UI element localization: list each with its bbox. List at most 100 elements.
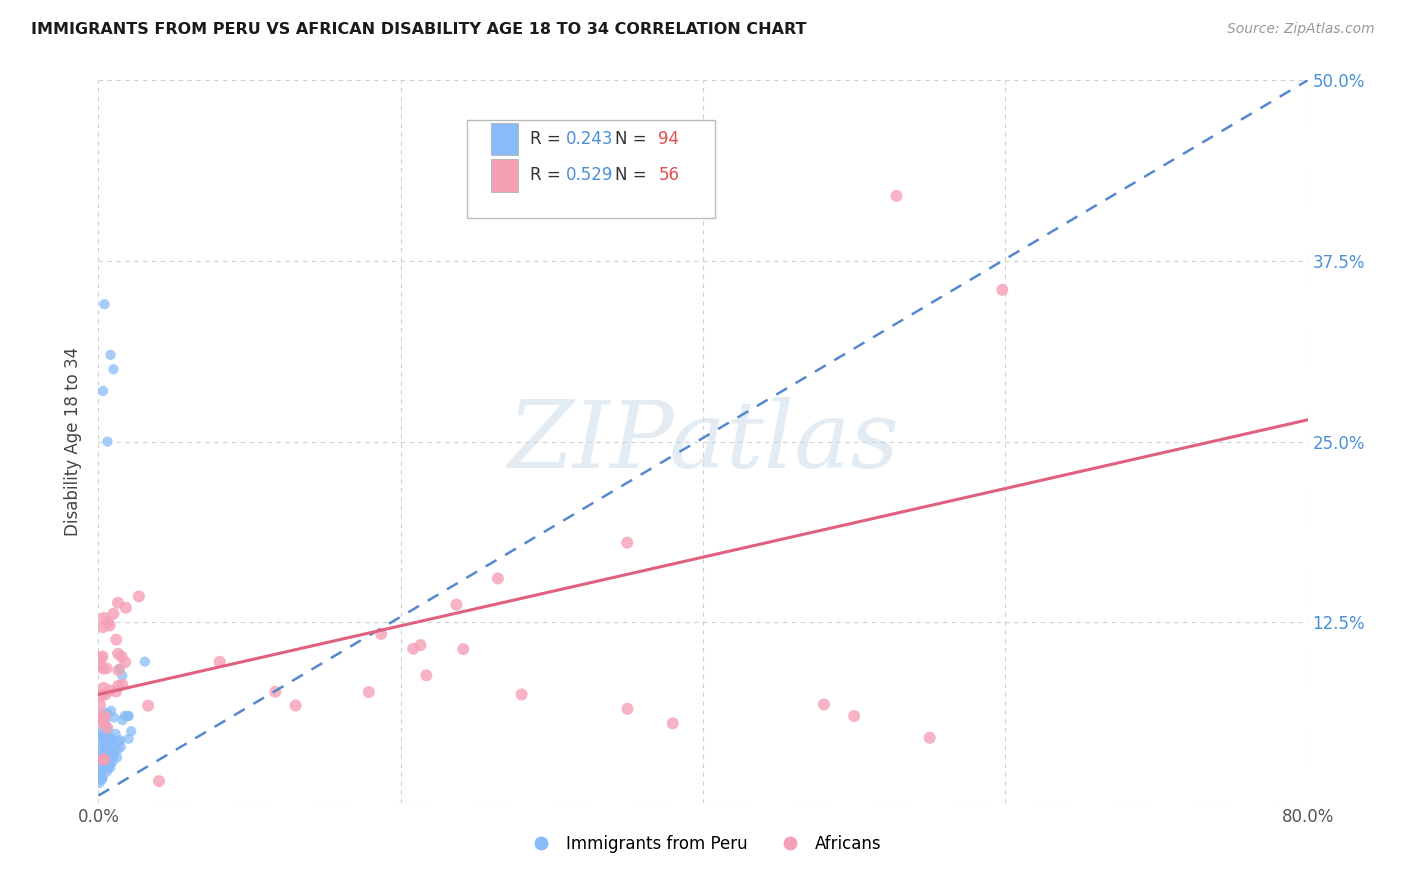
Point bbox=[105, 684, 128, 698]
Text: Source: ZipAtlas.com: Source: ZipAtlas.com bbox=[1227, 22, 1375, 37]
Point bbox=[100, 704, 122, 718]
Point bbox=[108, 662, 131, 676]
Point bbox=[101, 750, 124, 764]
Point bbox=[90, 752, 112, 766]
Point bbox=[117, 709, 139, 723]
Point bbox=[101, 749, 124, 764]
Point bbox=[415, 668, 437, 682]
Point bbox=[91, 771, 114, 785]
Point bbox=[93, 747, 115, 762]
Point bbox=[90, 750, 112, 764]
Point bbox=[89, 757, 111, 772]
Point bbox=[136, 698, 159, 713]
Point bbox=[486, 571, 509, 585]
Point bbox=[115, 600, 138, 615]
Point bbox=[91, 384, 114, 398]
Point bbox=[96, 757, 118, 772]
Point bbox=[97, 733, 120, 747]
Point bbox=[89, 758, 111, 772]
Point bbox=[402, 641, 425, 656]
Point bbox=[93, 681, 115, 695]
Point bbox=[91, 714, 114, 729]
Point bbox=[108, 734, 131, 748]
FancyBboxPatch shape bbox=[492, 123, 517, 155]
Point bbox=[97, 707, 120, 722]
Point bbox=[90, 728, 112, 742]
Point bbox=[96, 764, 118, 779]
Point bbox=[94, 758, 117, 772]
Point bbox=[93, 748, 115, 763]
Point bbox=[98, 743, 121, 757]
Point bbox=[90, 725, 112, 739]
Point bbox=[89, 658, 111, 673]
Point bbox=[90, 763, 112, 777]
Point bbox=[90, 764, 112, 778]
Point bbox=[111, 678, 134, 692]
Point bbox=[107, 679, 129, 693]
Point bbox=[98, 751, 121, 765]
Point bbox=[409, 638, 432, 652]
Point bbox=[91, 752, 114, 766]
Point bbox=[91, 662, 114, 676]
Point bbox=[91, 730, 114, 744]
Point bbox=[451, 642, 474, 657]
Point bbox=[111, 713, 134, 727]
Point bbox=[120, 724, 142, 739]
Point bbox=[97, 757, 120, 772]
Point bbox=[91, 762, 114, 776]
Point bbox=[93, 741, 115, 756]
Point bbox=[96, 721, 118, 735]
Text: R =: R = bbox=[530, 129, 567, 147]
Y-axis label: Disability Age 18 to 34: Disability Age 18 to 34 bbox=[65, 347, 83, 536]
Point bbox=[96, 434, 118, 449]
Point bbox=[886, 189, 908, 203]
Point bbox=[89, 730, 111, 744]
Point bbox=[89, 761, 111, 775]
Point bbox=[97, 723, 120, 737]
Text: 56: 56 bbox=[658, 166, 679, 184]
Point bbox=[148, 774, 170, 789]
Point bbox=[370, 627, 392, 641]
Point bbox=[103, 607, 125, 621]
Point bbox=[89, 743, 111, 757]
Point bbox=[357, 685, 380, 699]
Point bbox=[93, 752, 115, 766]
Text: N =: N = bbox=[614, 166, 651, 184]
Point bbox=[100, 348, 122, 362]
Text: 0.529: 0.529 bbox=[567, 166, 614, 184]
Point bbox=[101, 733, 124, 747]
Point bbox=[96, 661, 118, 675]
Point bbox=[93, 706, 115, 720]
Point bbox=[98, 735, 121, 749]
Point bbox=[208, 655, 231, 669]
Point bbox=[97, 760, 120, 774]
Point bbox=[98, 752, 121, 766]
Point bbox=[107, 663, 129, 677]
FancyBboxPatch shape bbox=[467, 120, 716, 218]
FancyBboxPatch shape bbox=[492, 160, 517, 192]
Point bbox=[91, 772, 114, 787]
Point bbox=[105, 750, 128, 764]
Point bbox=[97, 615, 120, 630]
Point bbox=[97, 730, 120, 744]
Point bbox=[110, 733, 132, 747]
Point bbox=[103, 746, 125, 760]
Text: R =: R = bbox=[530, 166, 567, 184]
Point bbox=[91, 758, 114, 772]
Point bbox=[91, 620, 114, 634]
Point bbox=[110, 739, 132, 754]
Point bbox=[100, 749, 122, 764]
Point bbox=[94, 709, 117, 723]
Text: N =: N = bbox=[614, 129, 651, 147]
Point bbox=[89, 748, 111, 763]
Point bbox=[94, 748, 117, 763]
Point bbox=[98, 735, 121, 749]
Text: IMMIGRANTS FROM PERU VS AFRICAN DISABILITY AGE 18 TO 34 CORRELATION CHART: IMMIGRANTS FROM PERU VS AFRICAN DISABILI… bbox=[31, 22, 807, 37]
Point bbox=[103, 362, 125, 376]
Point bbox=[918, 731, 941, 745]
Point bbox=[93, 731, 115, 746]
Point bbox=[264, 685, 287, 699]
Point bbox=[93, 716, 115, 731]
Point bbox=[89, 767, 111, 781]
Point bbox=[90, 651, 112, 665]
